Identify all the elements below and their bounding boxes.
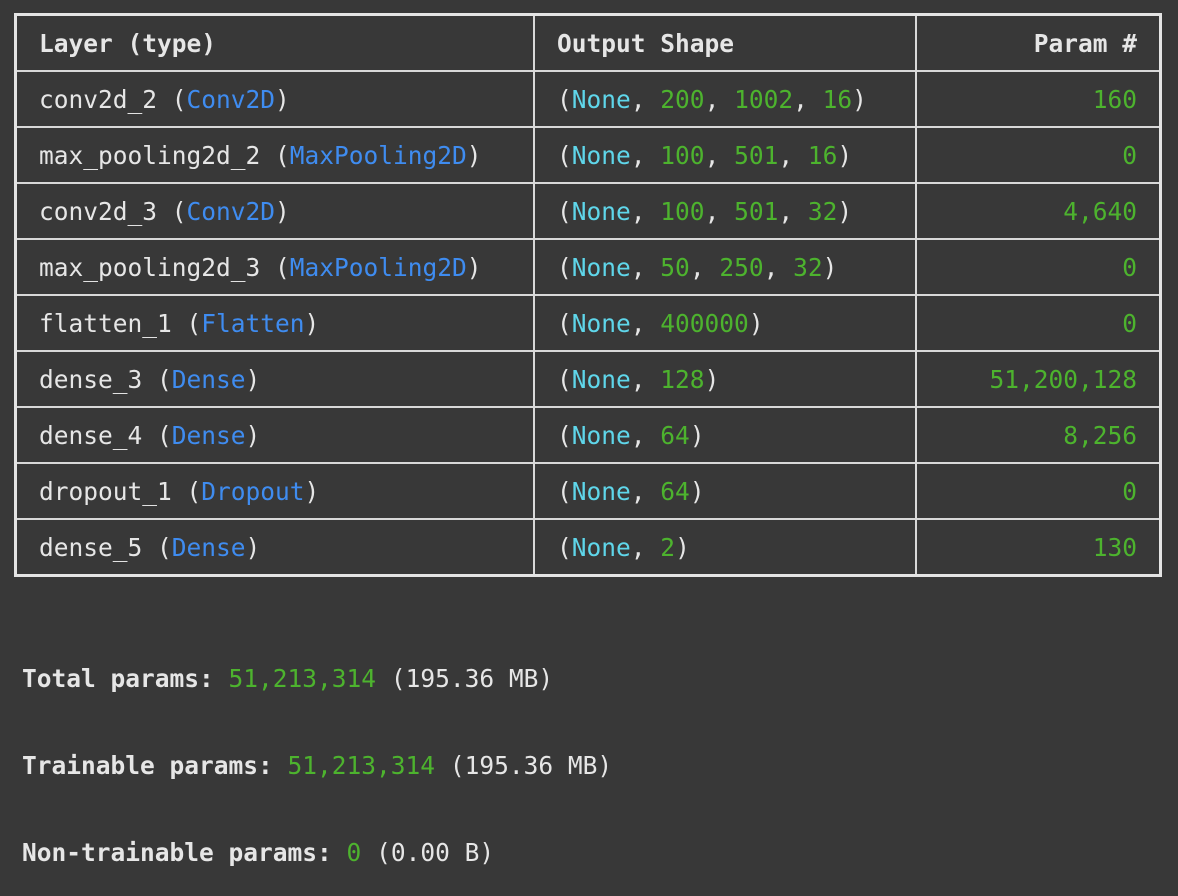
shape-batch-dim: None xyxy=(571,420,631,450)
total-params-size: (195.36 MB) xyxy=(390,664,554,693)
shape-batch-dim: None xyxy=(571,140,631,170)
layer-cell: flatten_1 (Flatten) xyxy=(14,294,535,352)
trainable-params-line: Trainable params: 51,213,314 (195.36 MB) xyxy=(22,751,612,780)
shape-dim: 32 xyxy=(807,196,838,226)
shape-dim: 2 xyxy=(660,532,676,562)
layer-name: dense_4 xyxy=(39,420,143,450)
table-header-row: Layer (type) Output Shape Param # xyxy=(14,13,1162,72)
shape-batch-dim: None xyxy=(571,308,631,338)
param-count-cell: 160 xyxy=(915,70,1162,128)
shape-dim: 501 xyxy=(734,196,779,226)
layer-name: flatten_1 xyxy=(39,308,172,338)
shape-dim: 32 xyxy=(793,252,823,282)
total-params-line: Total params: 51,213,314 (195.36 MB) xyxy=(22,664,612,693)
output-shape-cell: (None, 100, 501, 32) xyxy=(533,182,917,240)
header-param-count: Param # xyxy=(915,13,1162,72)
layer-type: Conv2D xyxy=(186,84,276,114)
shape-dim: 64 xyxy=(660,420,690,450)
layer-type: MaxPooling2D xyxy=(289,140,467,170)
layer-type: Dropout xyxy=(201,476,305,506)
param-count-cell: 8,256 xyxy=(915,406,1162,464)
shape-batch-dim: None xyxy=(571,252,631,282)
shape-batch-dim: None xyxy=(571,476,631,506)
shape-dim: 501 xyxy=(734,140,779,170)
shape-batch-dim: None xyxy=(571,364,631,394)
param-count-cell: 0 xyxy=(915,294,1162,352)
shape-dim: 250 xyxy=(719,252,764,282)
header-layer-type: Layer (type) xyxy=(14,13,535,72)
shape-dim: 100 xyxy=(660,196,705,226)
header-output-shape: Output Shape xyxy=(533,13,917,72)
layer-cell: dense_5 (Dense) xyxy=(14,518,535,577)
shape-batch-dim: None xyxy=(571,532,631,562)
shape-dim: 50 xyxy=(660,252,690,282)
output-shape-cell: (None, 50, 250, 32) xyxy=(533,238,917,296)
table-row: dropout_1 (Dropout) (None, 64) 0 xyxy=(14,462,1162,520)
layer-type: Dense xyxy=(171,364,246,394)
layer-name: max_pooling2d_3 xyxy=(39,252,261,282)
layer-type: Conv2D xyxy=(186,196,276,226)
layer-cell: dense_3 (Dense) xyxy=(14,350,535,408)
param-count-cell: 130 xyxy=(915,518,1162,577)
total-params-value: 51,213,314 xyxy=(228,664,377,693)
non-trainable-params-line: Non-trainable params: 0 (0.00 B) xyxy=(22,838,612,867)
total-params-label: Total params: xyxy=(22,664,214,693)
param-count-cell: 0 xyxy=(915,126,1162,184)
output-shape-cell: (None, 128) xyxy=(533,350,917,408)
shape-batch-dim: None xyxy=(571,84,631,114)
non-trainable-params-size: (0.00 B) xyxy=(376,838,495,867)
layer-name: dense_3 xyxy=(39,364,143,394)
table-row: conv2d_2 (Conv2D) (None, 200, 1002, 16) 16… xyxy=(14,70,1162,128)
shape-dim: 128 xyxy=(660,364,705,394)
table-row: flatten_1 (Flatten) (None, 400000) 0 xyxy=(14,294,1162,352)
layer-type: Flatten xyxy=(201,308,305,338)
layer-name: dense_5 xyxy=(39,532,143,562)
shape-dim: 400000 xyxy=(660,308,749,338)
param-count-cell: 0 xyxy=(915,238,1162,296)
output-shape-cell: (None, 64) xyxy=(533,462,917,520)
layer-cell: max_pooling2d_2 (MaxPooling2D) xyxy=(14,126,535,184)
table-row: dense_4 (Dense) (None, 64) 8,256 xyxy=(14,406,1162,464)
layer-cell: conv2d_2 (Conv2D) xyxy=(14,70,535,128)
non-trainable-params-value: 0 xyxy=(346,838,362,867)
shape-dim: 64 xyxy=(660,476,690,506)
model-summary-table: Layer (type) Output Shape Param # conv2d… xyxy=(14,13,1162,577)
param-count-cell: 51,200,128 xyxy=(915,350,1162,408)
output-shape-cell: (None, 400000) xyxy=(533,294,917,352)
non-trainable-params-label: Non-trainable params: xyxy=(22,838,332,867)
output-shape-cell: (None, 2) xyxy=(533,518,917,577)
layer-type: Dense xyxy=(171,420,246,450)
layer-name: max_pooling2d_2 xyxy=(39,140,261,170)
param-count-cell: 4,640 xyxy=(915,182,1162,240)
layer-cell: conv2d_3 (Conv2D) xyxy=(14,182,535,240)
output-shape-cell: (None, 100, 501, 16) xyxy=(533,126,917,184)
output-shape-cell: (None, 200, 1002, 16) xyxy=(533,70,917,128)
layer-type: MaxPooling2D xyxy=(289,252,467,282)
params-summary: Total params: 51,213,314 (195.36 MB) Tra… xyxy=(22,606,612,896)
trainable-params-size: (195.36 MB) xyxy=(449,751,613,780)
shape-dim: 16 xyxy=(822,84,853,114)
output-shape-cell: (None, 64) xyxy=(533,406,917,464)
layer-type: Dense xyxy=(171,532,246,562)
table-row: dense_5 (Dense) (None, 2) 130 xyxy=(14,518,1162,577)
table-row: max_pooling2d_2 (MaxPooling2D) (None, 100… xyxy=(14,126,1162,184)
shape-dim: 200 xyxy=(660,84,705,114)
layer-name: dropout_1 xyxy=(39,476,172,506)
param-count-cell: 0 xyxy=(915,462,1162,520)
trainable-params-value: 51,213,314 xyxy=(287,751,436,780)
layer-cell: dropout_1 (Dropout) xyxy=(14,462,535,520)
table-row: max_pooling2d_3 (MaxPooling2D) (None, 50,… xyxy=(14,238,1162,296)
layer-cell: max_pooling2d_3 (MaxPooling2D) xyxy=(14,238,535,296)
shape-dim: 100 xyxy=(660,140,705,170)
trainable-params-label: Trainable params: xyxy=(22,751,273,780)
layer-name: conv2d_3 xyxy=(39,196,158,226)
table-row: conv2d_3 (Conv2D) (None, 100, 501, 32) 4,6… xyxy=(14,182,1162,240)
layer-name: conv2d_2 xyxy=(39,84,158,114)
shape-batch-dim: None xyxy=(571,196,631,226)
shape-dim: 1002 xyxy=(734,84,794,114)
shape-dim: 16 xyxy=(807,140,838,170)
table-row: dense_3 (Dense) (None, 128) 51,200,128 xyxy=(14,350,1162,408)
layer-cell: dense_4 (Dense) xyxy=(14,406,535,464)
